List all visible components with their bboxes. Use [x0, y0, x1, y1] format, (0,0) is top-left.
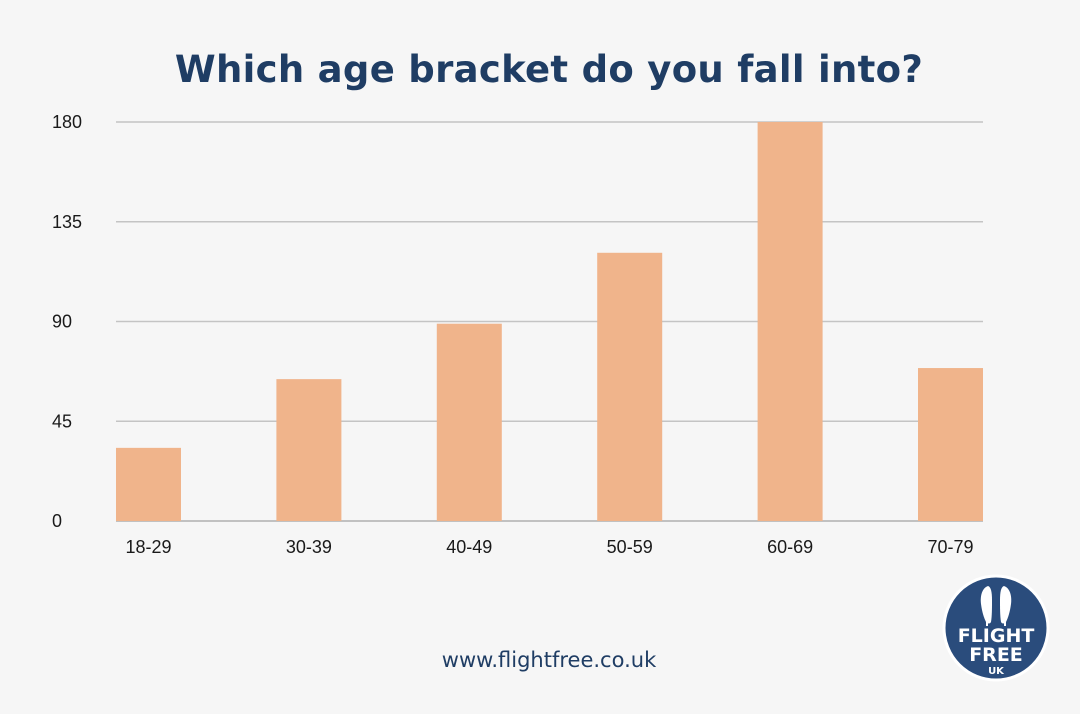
logo-line-2: FREE: [969, 644, 1023, 666]
x-tick-label: 18-29: [125, 537, 171, 557]
bar-30-39: [276, 379, 342, 521]
twin-birds-icon: [980, 586, 1012, 626]
bar-40-49: [436, 323, 502, 521]
x-tick-label: 50-59: [607, 537, 653, 557]
flight-free-uk-logo[interactable]: FLIGHT FREE UK: [942, 574, 1050, 682]
bars: [116, 122, 983, 522]
logo-line-1: FLIGHT: [958, 625, 1035, 647]
y-axis-tick-labels: 0 45 90 135 180: [52, 112, 82, 531]
bar-50-59: [597, 252, 663, 522]
y-tick-label: 180: [52, 112, 82, 132]
x-tick-label: 70-79: [927, 537, 973, 557]
y-tick-label: 45: [52, 411, 72, 431]
x-axis-tick-labels: 18-29 30-39 40-49 50-59 60-69 70-79: [125, 537, 973, 557]
bar-18-29: [116, 447, 181, 521]
x-tick-label: 40-49: [446, 537, 492, 557]
logo-line-3: UK: [988, 666, 1005, 677]
bar-60-69: [757, 122, 823, 521]
logo-badge: [942, 574, 1050, 682]
gridlines: [116, 121, 983, 522]
x-tick-label: 30-39: [286, 537, 332, 557]
y-tick-label: 90: [52, 312, 72, 332]
website-url[interactable]: www.flightfree.co.uk: [441, 648, 657, 672]
chart-title: Which age bracket do you fall into?: [174, 48, 924, 91]
y-tick-label: 135: [52, 212, 82, 232]
bar-70-79: [918, 368, 983, 521]
y-tick-label: 0: [52, 511, 62, 531]
x-tick-label: 60-69: [767, 537, 813, 557]
